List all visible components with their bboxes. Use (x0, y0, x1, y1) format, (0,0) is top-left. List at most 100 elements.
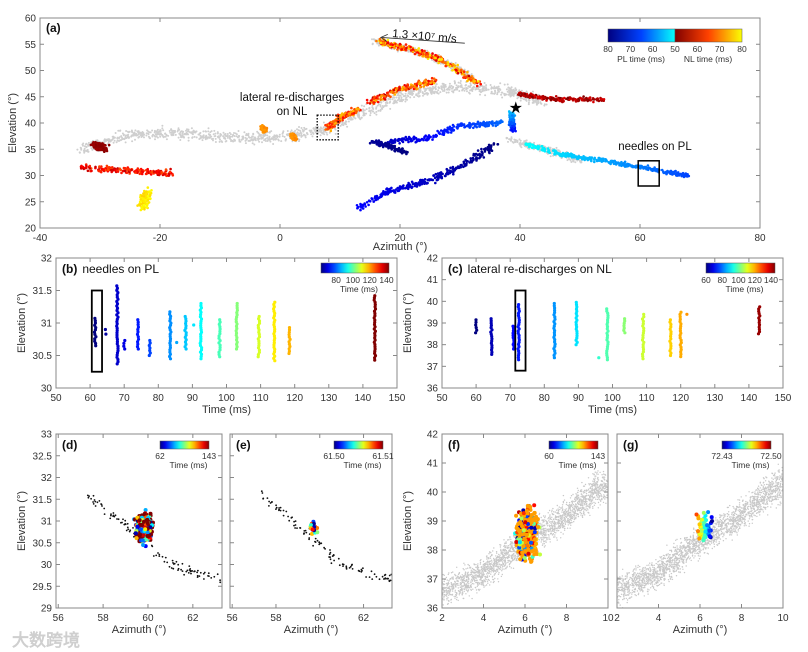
background-source (350, 118, 353, 121)
background-source (431, 59, 434, 61)
source-point (473, 79, 477, 83)
background-source (538, 150, 541, 153)
background-source (264, 134, 267, 137)
source-point (617, 161, 620, 164)
background-source (319, 134, 322, 137)
source-point (581, 158, 584, 161)
background-source (514, 139, 517, 142)
x-tick-label: 80 (754, 233, 766, 244)
source-point (384, 192, 388, 196)
source-point (383, 95, 387, 98)
background-source (85, 145, 88, 148)
source-point (114, 169, 117, 172)
colorbar-tick-label: 50 (670, 44, 680, 54)
background-source (360, 116, 363, 119)
source-point (423, 180, 427, 184)
background-source (371, 110, 374, 113)
background-source (517, 96, 520, 98)
source-point (612, 162, 616, 166)
background-source (203, 571, 206, 574)
source-point (357, 108, 361, 111)
source-point (92, 143, 96, 147)
source-point (426, 83, 430, 86)
source-point (424, 138, 428, 142)
source-point (510, 122, 514, 126)
panel-label: (b) needles on PL (62, 262, 159, 276)
source-point (440, 58, 444, 61)
background-source (134, 134, 137, 137)
stripe-point (642, 312, 646, 316)
source-point (376, 94, 379, 98)
source-point (370, 140, 374, 143)
background-source (220, 133, 223, 136)
source-point (100, 167, 104, 171)
background-source (519, 99, 522, 102)
background-source (266, 137, 269, 139)
background-source (434, 87, 437, 90)
background-source (461, 86, 463, 89)
source-point (414, 137, 418, 140)
stripe-point (287, 349, 291, 353)
background-source (412, 90, 415, 92)
source-point (390, 144, 393, 147)
background-source (148, 136, 151, 139)
source-point (145, 205, 149, 209)
source-point (422, 138, 425, 142)
source-point (421, 181, 425, 184)
source-point (329, 129, 333, 133)
stripe-point (678, 315, 682, 319)
background-source (424, 92, 427, 95)
source-point (121, 169, 125, 173)
background-source (372, 108, 375, 110)
source-point (561, 151, 565, 155)
panel-b: 50 60 70 80 90 100 110 120 130 140 1503030.53131.5… (16, 254, 406, 417)
background-source (275, 134, 278, 137)
background-source (520, 146, 523, 149)
background-source (519, 139, 522, 142)
source-point (145, 203, 149, 207)
source-point (138, 204, 142, 207)
background-source (161, 124, 164, 127)
source-point (139, 198, 143, 201)
source-point (100, 165, 103, 168)
background-source (389, 100, 392, 103)
background-source (415, 93, 418, 96)
stripe-point (147, 353, 151, 358)
source-point (508, 118, 512, 122)
source-point (622, 162, 625, 165)
source-point (596, 99, 599, 102)
background-source (103, 507, 106, 510)
background-source (238, 138, 241, 141)
background-source (395, 96, 398, 99)
colorbar-label: NL time (ms) (684, 54, 732, 64)
stripe-point (287, 326, 292, 330)
source-point (574, 100, 578, 103)
stripe-point (642, 340, 646, 344)
stripe-point (273, 300, 277, 304)
source-point (363, 202, 366, 205)
source-point (475, 84, 479, 88)
source-point (566, 96, 570, 100)
source-point (164, 168, 168, 171)
source-point (487, 150, 491, 154)
source-point (456, 63, 460, 67)
x-tick-label: 100 (604, 393, 621, 404)
source-point (88, 167, 92, 170)
source-point (395, 87, 399, 90)
source-point (592, 98, 596, 101)
source-point (614, 161, 618, 164)
stripe-point (123, 347, 127, 351)
background-source (214, 137, 217, 140)
stripe-point (474, 320, 478, 324)
stripe-point (678, 336, 682, 340)
source-point (453, 64, 457, 67)
background-source (260, 137, 263, 140)
source-point (435, 59, 438, 62)
source-point (328, 122, 331, 125)
background-source (323, 133, 326, 136)
source-point (163, 173, 167, 176)
source-point (432, 135, 435, 139)
source-point (101, 148, 104, 152)
source-point (361, 207, 365, 210)
background-source (286, 134, 289, 137)
